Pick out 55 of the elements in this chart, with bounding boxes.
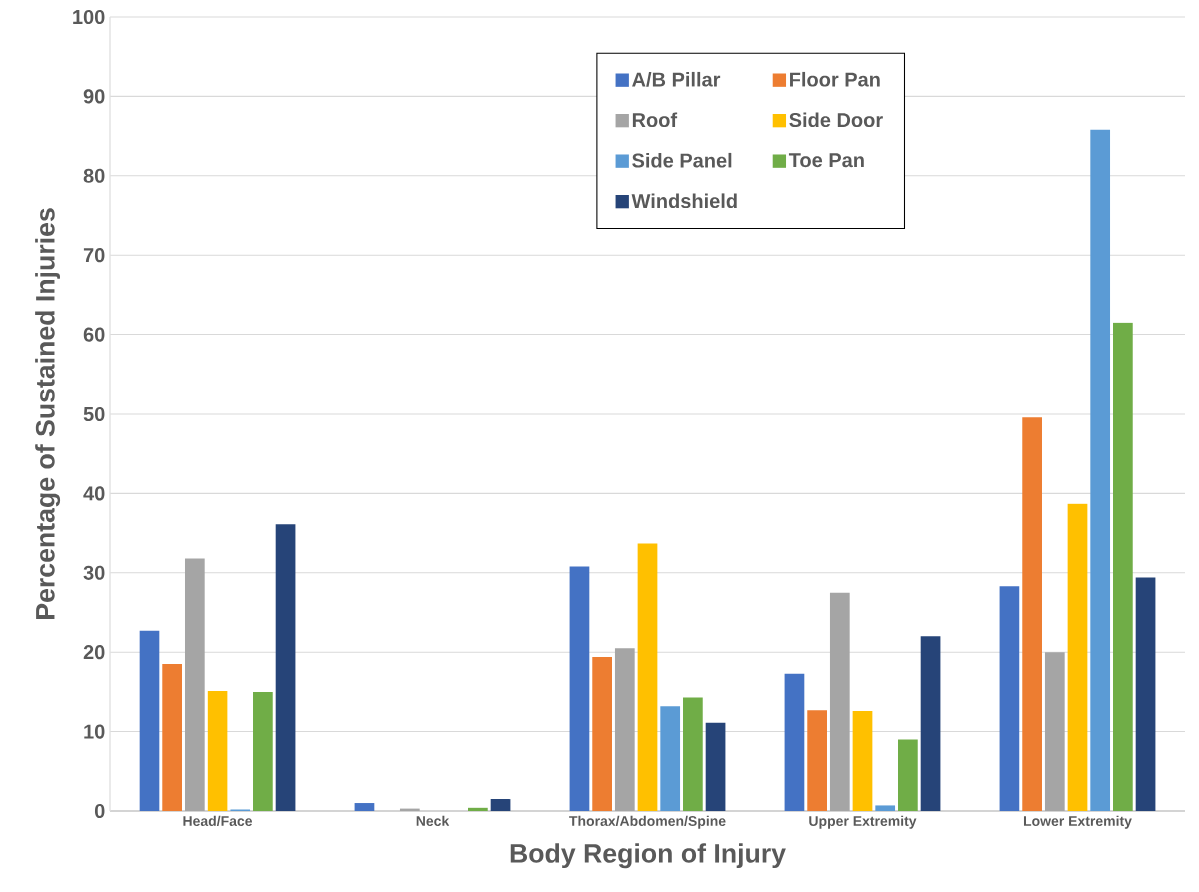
legend-label: Floor Pan <box>790 71 880 87</box>
bar <box>660 706 681 811</box>
bar <box>354 803 375 811</box>
bar <box>614 648 635 811</box>
y-tick-label: 50 <box>83 406 105 422</box>
bar <box>807 710 827 811</box>
bar <box>1135 577 1156 811</box>
y-tick-label: 80 <box>83 168 105 183</box>
y-tick-label: 40 <box>83 486 105 501</box>
bar <box>1022 417 1042 811</box>
x-tick-label: Neck <box>416 815 450 826</box>
x-tick-label: Head/Face <box>183 815 253 827</box>
bar <box>683 697 703 811</box>
bar <box>275 524 296 811</box>
bar <box>1044 652 1065 811</box>
bar <box>1090 129 1111 811</box>
x-tick-label: Lower Extremity <box>1023 815 1132 829</box>
y-tick-label: 20 <box>83 645 105 660</box>
bar <box>705 722 726 811</box>
y-tick-label: 60 <box>83 327 105 342</box>
x-tick-label: Upper Extremity <box>809 815 917 829</box>
bar <box>999 586 1020 811</box>
y-tick-label: 70 <box>83 248 105 263</box>
bar <box>162 664 182 811</box>
y-tick-label: 0 <box>94 803 105 819</box>
bar <box>875 805 896 811</box>
bar <box>784 673 805 811</box>
legend-label: Roof <box>632 112 678 128</box>
bar <box>139 630 160 811</box>
legend-label: A/B Pillar <box>632 71 721 87</box>
y-tick-label: 10 <box>84 724 105 739</box>
bar <box>637 543 658 811</box>
legend-label: Toe Pan <box>788 153 864 168</box>
bar <box>920 636 941 811</box>
legend-label: Side Door <box>789 112 883 128</box>
bar <box>1113 322 1133 811</box>
x-tick-label: Thorax/Abdomen/Spine <box>569 815 726 829</box>
y-tick-label: 90 <box>83 89 105 104</box>
legend-label: Windshield <box>631 193 737 209</box>
bar <box>207 691 228 811</box>
bar <box>592 656 612 811</box>
bar <box>569 566 590 811</box>
legend-label: Side Panel <box>632 152 732 168</box>
bar <box>1067 503 1088 811</box>
bar <box>253 691 273 811</box>
y-tick-label: 30 <box>83 565 105 580</box>
bar <box>184 558 205 811</box>
bar <box>829 592 850 811</box>
x-axis-title: Body Region of Injury <box>510 843 786 869</box>
bar <box>468 807 488 811</box>
y-axis-title: Percentage of Sustained Injuries <box>35 208 61 619</box>
bar <box>852 710 873 811</box>
bar <box>898 739 918 811</box>
bar <box>490 799 511 811</box>
y-tick-label: 100 <box>73 9 105 25</box>
